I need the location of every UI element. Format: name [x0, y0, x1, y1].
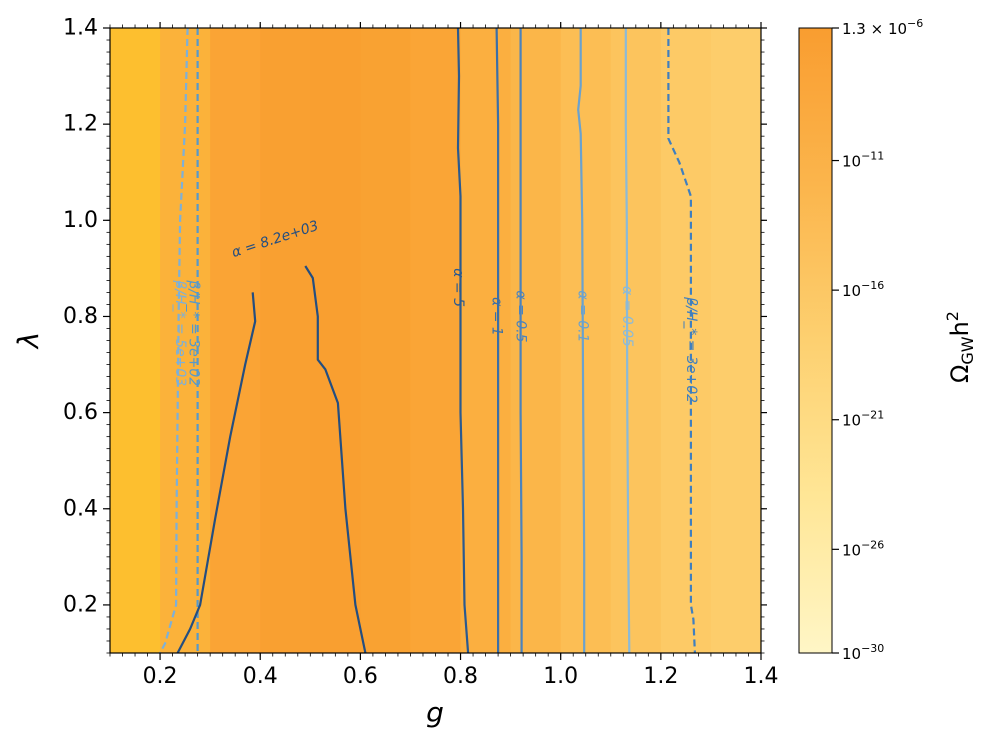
- heatmap-cell: [260, 28, 311, 653]
- contour-label: α = 5: [450, 268, 466, 307]
- x-tick-label: 0.6: [343, 664, 378, 689]
- colorbar-tick-label: 10−11: [842, 150, 884, 171]
- axes: 0.2 0.4 0.6 0.8 1.0 1.2 1.4 0.2 0.4 0.6 0.8 1.0 1.2 1…: [63, 16, 779, 690]
- contour-label: β/H_* = 5e+03: [172, 279, 188, 386]
- contour-label: α = 0.1: [575, 290, 591, 342]
- y-tick-label: 1.0: [63, 208, 98, 233]
- colorbar-axis: 10−30 10−26 10−21 10−16 10−11 1.3 × 10−6: [832, 17, 923, 663]
- x-tick-label: 1.4: [744, 664, 779, 689]
- contour-line: [176, 292, 257, 653]
- contour-line: [667, 28, 696, 653]
- heatmap-cell: [710, 28, 761, 653]
- colorbar-tick-label: 1.3 × 10−6: [842, 17, 923, 38]
- heatmap-cell: [210, 28, 261, 653]
- contour-label: α = 1: [489, 297, 505, 336]
- contour-lines: [159, 28, 696, 653]
- x-axis-label: g: [426, 696, 444, 729]
- x-tick-label: 0.4: [243, 664, 278, 689]
- x-tick-label: 1.2: [643, 664, 678, 689]
- heatmap-cell: [560, 28, 612, 653]
- y-tick-label: 0.2: [63, 592, 98, 617]
- contour-label: β/H_* = 3e+02: [186, 279, 202, 386]
- y-tick-label: 0.6: [63, 400, 98, 425]
- x-tick-label: 0.8: [443, 664, 478, 689]
- heatmap-cell: [460, 28, 512, 653]
- heatmap-cell: [610, 28, 662, 653]
- y-tick-label: 0.8: [63, 304, 98, 329]
- contour-line: [304, 265, 367, 653]
- y-tick-label: 1.2: [63, 112, 98, 137]
- contour-line: [577, 28, 586, 653]
- colorbar-label: ΩGWh2: [943, 311, 977, 383]
- contour-label: α = 0.05: [619, 286, 635, 347]
- heatmap-cell: [110, 28, 161, 653]
- contour-line: [624, 28, 631, 653]
- colorbar-tick-label: 10−16: [842, 279, 884, 300]
- y-tick-label: 0.4: [63, 496, 98, 521]
- contour-line: [456, 28, 470, 653]
- contour-line: [159, 28, 189, 653]
- y-axis-label: λ: [12, 332, 45, 351]
- colorbar-tick-label: 10−26: [842, 538, 884, 559]
- x-tick-label: 1.0: [543, 664, 578, 689]
- y-tick-label: 1.4: [63, 16, 98, 41]
- x-tick-label: 0.2: [143, 664, 178, 689]
- contour-label: α = 0.5: [513, 290, 529, 342]
- contour-line: [495, 28, 500, 653]
- colorbar: [798, 27, 833, 654]
- colorbar-tick-label: 10−30: [842, 642, 884, 663]
- contour-line: [519, 28, 523, 653]
- heatmap-cell: [510, 28, 562, 653]
- heatmap-cell: [410, 28, 462, 653]
- colorbar-tick-label: 10−21: [842, 409, 884, 430]
- heatmap-cell: [360, 28, 412, 653]
- contour-label: β/H_* = 3e+02: [683, 296, 699, 403]
